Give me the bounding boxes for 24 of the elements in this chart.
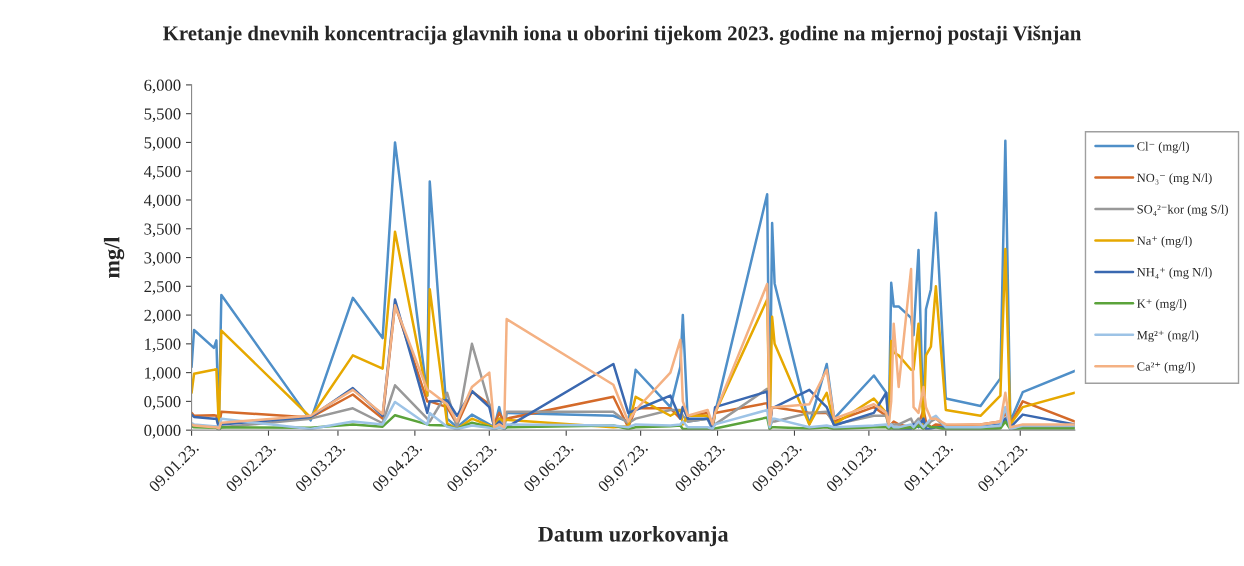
legend-label: Ca²⁺ (mg/l) [1137, 361, 1195, 374]
y-axis-title: mg/l [103, 236, 125, 278]
y-tick-label: 0,000 [144, 424, 181, 439]
y-tick-label: 3,000 [144, 252, 181, 266]
y-tick-label: 2,000 [144, 309, 181, 324]
y-tick-label: 5,500 [144, 108, 181, 123]
y-tick-label: 2,500 [144, 281, 181, 295]
legend-label: NH₄⁺ (mg N/l) [1137, 267, 1212, 279]
y-tick-label: 3,500 [144, 223, 181, 238]
y-tick-label: 0,500 [144, 396, 181, 410]
y-tick-label: 4,000 [143, 194, 181, 209]
legend-label: K⁺ (mg/l) [1137, 299, 1187, 311]
legend-label: Na⁺ (mg/l) [1137, 236, 1192, 248]
chart-title: Kretanje dnevnih koncentracija glavnih iona u oborini tijekom 2023. godine na mjernoj postaji Višnjan [163, 25, 1082, 45]
x-axis-title: Datum uzorkovanja [538, 526, 729, 547]
y-tick-label: 1,000 [145, 367, 181, 381]
y-tick-label: 4,500 [143, 165, 181, 180]
y-tick-label: 1,500 [145, 338, 181, 353]
legend-label: NO₃⁻ (mg N/l) [1137, 173, 1212, 185]
legend-label: Cl⁻ (mg/l) [1137, 141, 1189, 154]
y-tick-label: 6,000 [144, 79, 181, 94]
legend-label: SO₄²⁻kor (mg S/l) [1137, 204, 1228, 217]
y-tick-label: 5,000 [144, 137, 181, 151]
legend-label: Mg²⁺ (mg/l) [1137, 330, 1199, 342]
